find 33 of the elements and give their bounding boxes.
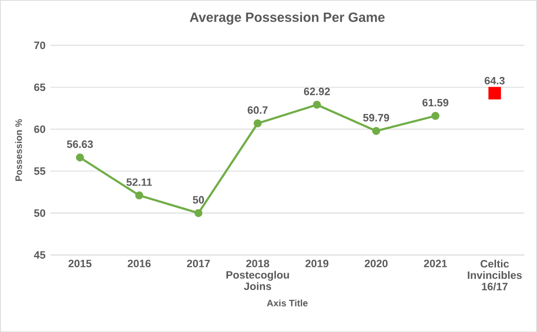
data-label: 61.59 — [422, 98, 448, 106]
y-tick-label: 50 — [34, 209, 46, 217]
data-label: 59.79 — [363, 114, 390, 122]
y-tick-label: 45 — [34, 251, 46, 259]
point — [76, 153, 84, 162]
point — [312, 100, 321, 109]
data-label: 64.3 — [484, 76, 505, 84]
x-tick-label: Celtic Invincibles 16/17 — [468, 260, 522, 290]
point — [488, 86, 501, 100]
chart-title: Average Possession Per Game — [190, 12, 385, 25]
x-tick-label: 2020 — [364, 260, 388, 268]
x-tick-label: 2019 — [305, 260, 328, 268]
x-tick-label: 2018 Postecoglou Joins — [226, 260, 289, 290]
y-tick-label: 60 — [34, 125, 46, 133]
point — [431, 112, 440, 120]
point — [254, 119, 262, 128]
x-tick-label: 2017 — [186, 260, 210, 268]
data-label: 56.63 — [66, 140, 93, 148]
y-tick-label: 70 — [34, 41, 46, 49]
data-label: 60.7 — [248, 106, 268, 114]
point — [194, 208, 202, 217]
y-tick-label: 55 — [34, 167, 46, 175]
y-axis-title: Possession % — [15, 118, 22, 181]
data-label: 50 — [192, 196, 204, 204]
data-label: 62.92 — [304, 88, 330, 96]
x-tick-label: 2021 — [424, 260, 447, 268]
y-tick-label: 65 — [34, 83, 46, 91]
point — [372, 126, 380, 135]
x-tick-label: 2015 — [68, 260, 92, 268]
data-label: 52.11 — [126, 178, 152, 186]
x-axis-title: Axis Title — [266, 299, 308, 306]
point — [135, 191, 144, 200]
x-tick-label: 2016 — [128, 260, 151, 268]
